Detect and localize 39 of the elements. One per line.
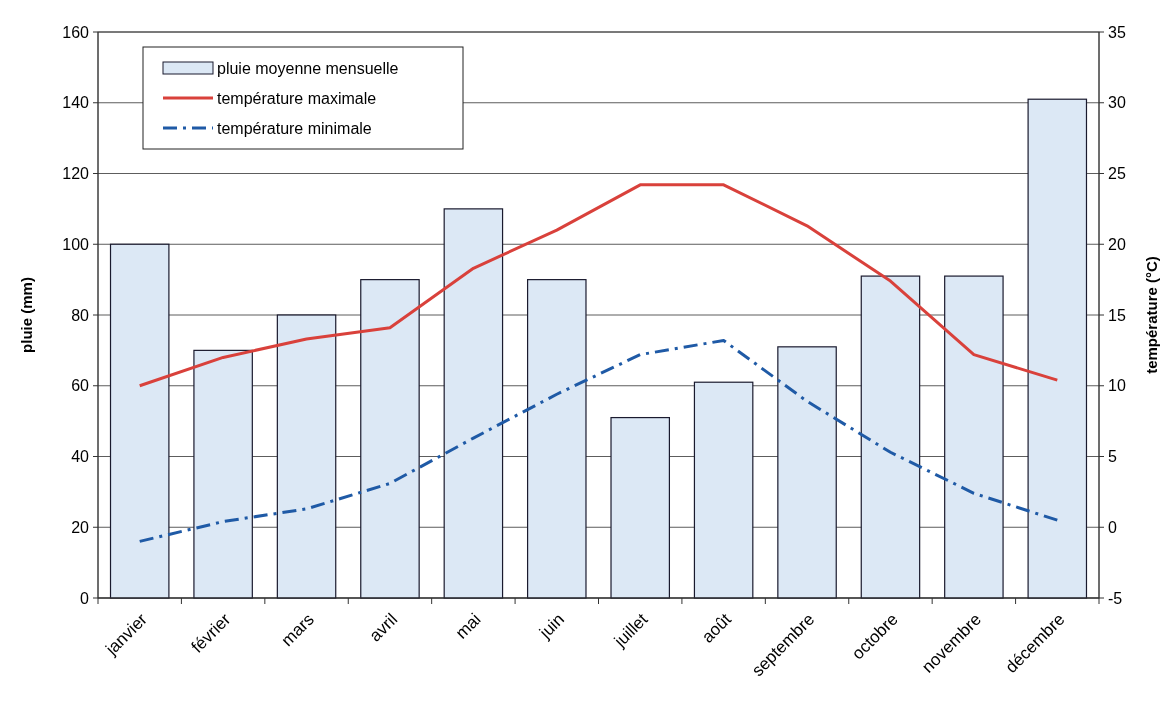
legend-label: pluie moyenne mensuelle [217, 59, 399, 77]
y2-axis-title: température (°C) [1143, 256, 1160, 374]
y2-tick-label: 25 [1108, 165, 1126, 183]
y2-tick-label: 30 [1108, 94, 1126, 112]
bar [1027, 98, 1088, 599]
y2-tick-label: -5 [1108, 589, 1123, 607]
y-axis-title: pluie (mm) [18, 277, 35, 353]
bar [360, 279, 420, 599]
y-tick-label: 40 [71, 448, 90, 466]
line-series [138, 183, 1059, 388]
bar [527, 279, 587, 599]
y2-tick-label: 20 [1108, 235, 1126, 253]
x-tick-label: mai [451, 609, 485, 643]
bar [693, 381, 754, 599]
y2-tick-label: 5 [1108, 448, 1117, 466]
y-tick-label: 60 [71, 377, 90, 395]
y-tick-label: 100 [62, 235, 90, 253]
bar [276, 314, 337, 599]
y-tick-label: 20 [71, 518, 90, 536]
y-tick-label: 120 [62, 165, 90, 183]
y-tick-label: 80 [71, 306, 90, 324]
line-series [138, 338, 1059, 543]
bar [443, 208, 504, 599]
legend-label: température maximale [217, 89, 377, 107]
bar [860, 275, 921, 599]
bar [109, 243, 170, 599]
y-tick-label: 160 [62, 23, 90, 41]
x-tick-label: juin [535, 609, 569, 643]
y2-tick-label: 15 [1108, 306, 1126, 324]
bar [610, 416, 670, 599]
y2-tick-label: 35 [1108, 23, 1126, 41]
bar [777, 346, 837, 599]
y-tick-label: 0 [80, 589, 90, 607]
bar [944, 275, 1004, 599]
y2-tick-label: 0 [1108, 518, 1117, 536]
y-tick-label: 140 [62, 94, 90, 112]
legend-label: température minimale [217, 119, 372, 137]
bar [193, 349, 253, 599]
y2-tick-label: 10 [1108, 377, 1126, 395]
